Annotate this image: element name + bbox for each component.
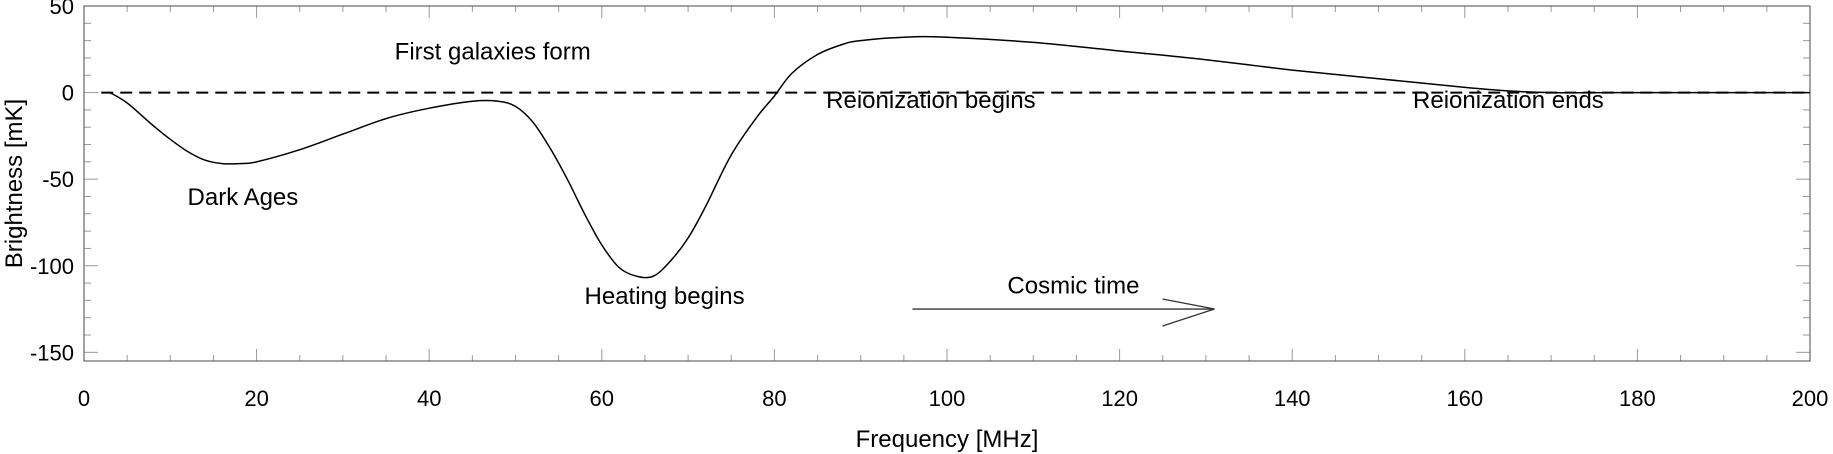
x-tick-label: 60 — [590, 386, 614, 411]
y-tick-label: -150 — [30, 340, 74, 365]
x-tick-labels: 0 20 40 60 80 100 120 140 160 180 200 — [78, 386, 1828, 411]
x-tick-label: 120 — [1101, 386, 1138, 411]
y-axis-title: Brightness [mK] — [1, 99, 28, 268]
x-tick-label: 180 — [1619, 386, 1656, 411]
y-tick-label: 50 — [50, 0, 74, 19]
plot-frame — [83, 5, 1811, 362]
y-tick-label: -100 — [30, 254, 74, 279]
x-tick-label: 20 — [244, 386, 268, 411]
x-tick-label: 100 — [929, 386, 966, 411]
tick-marks — [83, 5, 1811, 361]
annotation-label: First galaxies form — [395, 39, 591, 66]
annotation-label: Dark Ages — [188, 184, 299, 211]
annotation-label: Reionization ends — [1413, 87, 1604, 114]
annotation-label: Heating begins — [585, 283, 745, 310]
arrow-head-lower — [1162, 308, 1215, 327]
x-tick-label: 200 — [1792, 386, 1829, 411]
annotation-label: Cosmic time — [1007, 272, 1139, 299]
x-tick-label: 0 — [78, 386, 90, 411]
x-tick-label: 80 — [762, 386, 786, 411]
x-tick-label: 40 — [417, 386, 441, 411]
y-tick-label: -50 — [42, 167, 74, 192]
brightness-curve — [109, 35, 1810, 279]
y-tick-label: 0 — [62, 81, 74, 106]
x-axis-title: Frequency [MHz] — [856, 426, 1039, 453]
x-tick-label: 140 — [1274, 386, 1311, 411]
cosmic-time-arrow — [912, 298, 1215, 327]
x-tick-label: 160 — [1446, 386, 1483, 411]
y-tick-labels: 50 0 -50 -100 -150 — [30, 0, 74, 365]
annotation-label: Reionization begins — [826, 87, 1035, 114]
arrow-head-upper — [1162, 298, 1215, 310]
annotations: First galaxies form Dark Ages Heating begi… — [188, 39, 1604, 310]
